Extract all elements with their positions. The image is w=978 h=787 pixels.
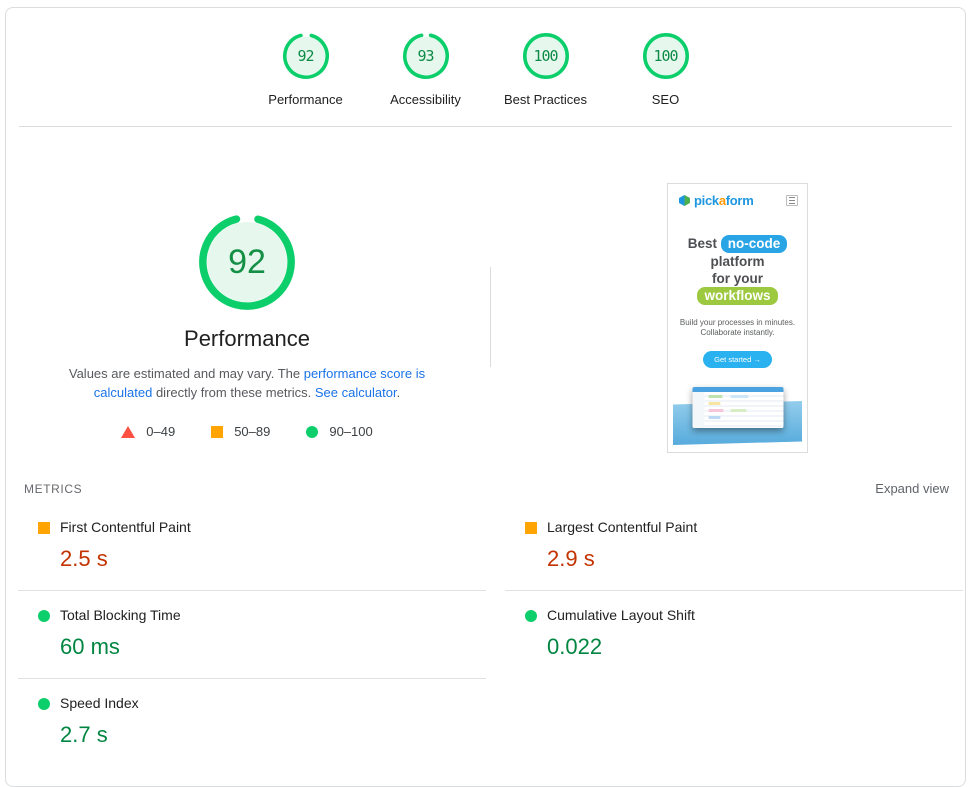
seo-gauge-small: 100 [642, 32, 690, 80]
pass-circle-icon [306, 425, 319, 438]
metrics-column-right: Largest Contentful Paint 2.9 s Cumulativ… [505, 503, 963, 678]
legend-average: 50–89 [211, 424, 270, 439]
metrics-header: METRICS Expand view [24, 481, 949, 496]
gauge-label: Performance [268, 92, 343, 107]
gauge-score: 92 [228, 242, 266, 281]
thumbnail-site-header: pickaform [668, 184, 807, 208]
lighthouse-report-card: 92 Performance 93 Accessibility 100 [5, 7, 966, 787]
pickaform-logo: pickaform [678, 193, 754, 208]
best-practices-gauge-small: 100 [522, 32, 570, 80]
square-icon [525, 521, 537, 534]
metric-total-blocking-time: Total Blocking Time 60 ms [18, 591, 486, 679]
circle-icon [38, 609, 50, 622]
performance-summary: 92 Performance Values are estimated and … [6, 212, 488, 439]
get-started-button-image: Get started → [703, 351, 772, 368]
score-legend: 0–49 50–89 90–100 [6, 424, 488, 439]
circle-icon [525, 609, 537, 622]
metric-largest-contentful-paint: Largest Contentful Paint 2.9 s [505, 503, 963, 591]
pickaform-logo-icon [679, 195, 690, 206]
gauge-label: Best Practices [503, 92, 588, 107]
metric-name: Cumulative Layout Shift [547, 607, 695, 623]
gauge-score: 100 [653, 47, 678, 65]
vertical-divider [490, 267, 491, 367]
description-text: . [396, 385, 401, 400]
metric-value: 2.9 s [547, 546, 595, 571]
page-title: Performance [184, 326, 310, 351]
workflows-pill: workflows [697, 287, 778, 305]
gauge-score: 92 [297, 47, 314, 65]
performance-score-link[interactable]: performance score is calculated [93, 366, 426, 400]
metric-name: Largest Contentful Paint [547, 519, 698, 535]
logo-text: pickaform [694, 193, 754, 208]
summary-gauge-accessibility[interactable]: 93 Accessibility [366, 32, 486, 107]
metric-value: 0.022 [547, 634, 603, 659]
metric-name: First Contentful Paint [60, 519, 191, 535]
legend-pass: 90–100 [306, 424, 373, 439]
metric-value: 60 ms [60, 634, 120, 659]
thumbnail-body-text: Build your processes in minutes. Collabo… [679, 318, 796, 337]
performance-gauge-large: 92 [197, 212, 297, 312]
metric-speed-index: Speed Index 2.7 s [18, 679, 486, 766]
metric-name: Total Blocking Time [60, 607, 181, 623]
thumbnail-headline: Best no-code platform for your workflows [668, 235, 807, 305]
description-text: Values are estimated and may vary. The [68, 366, 304, 381]
legend-range: 0–49 [146, 424, 176, 439]
metric-value: 2.5 s [60, 546, 108, 571]
gauge-score: 93 [417, 47, 434, 65]
expand-view-button[interactable]: Expand view [875, 481, 949, 496]
gauge-ring-icon [522, 33, 569, 79]
headline-word: for your [711, 271, 763, 286]
gauge-label: Accessibility [390, 92, 461, 107]
headline-word: platform [710, 254, 765, 269]
metrics-section-title: METRICS [24, 481, 83, 496]
score-description: Values are estimated and may vary. The p… [42, 364, 452, 402]
legend-range: 90–100 [329, 424, 373, 439]
legend-fail: 0–49 [121, 424, 175, 439]
metric-first-contentful-paint: First Contentful Paint 2.5 s [18, 503, 486, 591]
page-screenshot-thumbnail: pickaform Best no-code platform for your… [667, 183, 808, 453]
fail-triangle-icon [121, 425, 136, 438]
performance-gauge-small: 92 [282, 32, 330, 80]
gauge-label: SEO [651, 92, 680, 107]
metric-value: 2.7 s [60, 722, 108, 747]
description-text: directly from these metrics. [152, 385, 315, 400]
gauge-score: 100 [533, 47, 558, 65]
summary-gauge-seo[interactable]: 100 SEO [606, 32, 726, 107]
metric-cumulative-layout-shift: Cumulative Layout Shift 0.022 [505, 591, 963, 678]
summary-gauge-best-practices[interactable]: 100 Best Practices [486, 32, 606, 107]
square-icon [38, 521, 50, 534]
gauge-ring-icon [642, 33, 689, 79]
headline-word: Best [687, 236, 717, 251]
accessibility-gauge-small: 93 [402, 32, 450, 80]
average-square-icon [211, 425, 224, 438]
metrics-column-left: First Contentful Paint 2.5 s Total Block… [18, 503, 486, 766]
see-calculator-link[interactable]: See calculator [314, 385, 397, 400]
metric-name: Speed Index [60, 695, 139, 711]
circle-icon [38, 697, 50, 710]
section-divider [19, 126, 952, 127]
hamburger-menu-icon [786, 195, 798, 206]
category-scores-row: 92 Performance 93 Accessibility 100 [6, 32, 965, 107]
legend-range: 50–89 [234, 424, 271, 439]
gauge-ring-icon [282, 33, 329, 79]
summary-gauge-performance[interactable]: 92 Performance [246, 32, 366, 107]
app-screenshot-preview [692, 387, 783, 428]
gauge-ring-icon [199, 214, 295, 310]
gauge-ring-icon [402, 33, 449, 79]
no-code-pill: no-code [720, 235, 788, 253]
